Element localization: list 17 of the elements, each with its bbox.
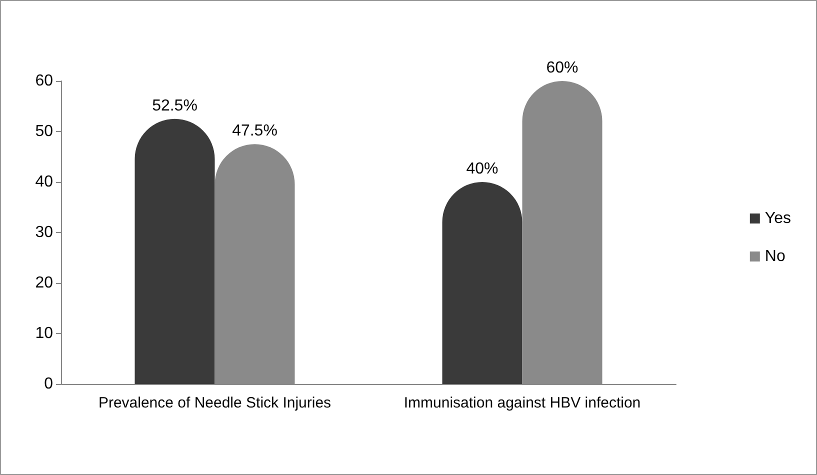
bar — [442, 182, 522, 384]
y-tick-label: 40 — [35, 174, 54, 190]
y-tick-label: 30 — [35, 224, 54, 241]
data-label: 47.5% — [232, 122, 278, 140]
x-tick-label: Prevalence of Needle Stick Injuries — [98, 394, 332, 412]
y-tick-label: 10 — [35, 325, 54, 342]
x-tick-label: Immunisation against HBV infection — [404, 394, 641, 412]
data-label: 52.5% — [152, 97, 198, 114]
y-tick-label: 0 — [44, 376, 54, 392]
data-label: 60% — [546, 60, 578, 76]
y-tick-label: 50 — [35, 123, 54, 140]
legend-label: No — [764, 248, 786, 265]
legend-label: Yes — [764, 210, 792, 227]
data-label: 40% — [466, 160, 498, 178]
y-tick-label: 60 — [35, 72, 54, 90]
y-tick-label: 20 — [35, 274, 54, 292]
bar — [134, 118, 215, 384]
